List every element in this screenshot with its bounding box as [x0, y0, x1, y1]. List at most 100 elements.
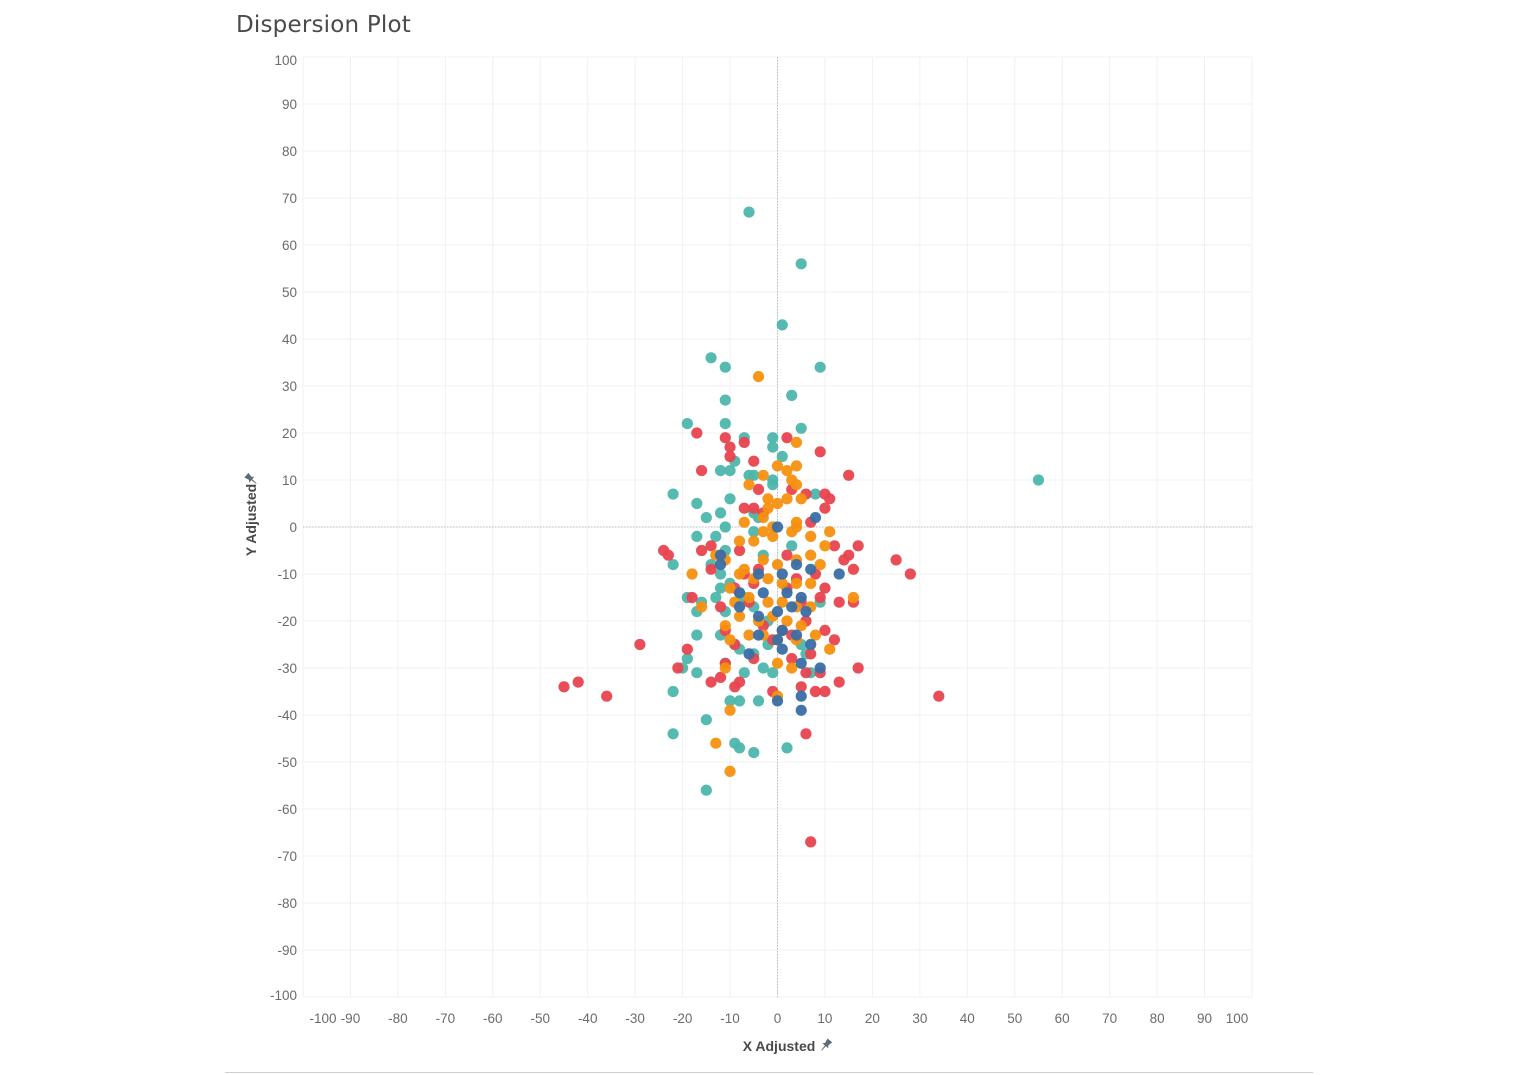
x-tick-label: 80 [1150, 1011, 1165, 1026]
data-point [795, 493, 807, 505]
x-axis-pin-icon[interactable] [818, 1038, 833, 1053]
data-point [672, 662, 684, 674]
data-point [757, 587, 769, 599]
x-tick-label: 30 [912, 1011, 927, 1026]
data-point [833, 568, 845, 580]
x-tick-label: 0 [774, 1011, 782, 1026]
data-point [757, 511, 769, 524]
data-point [805, 549, 817, 561]
y-axis-pin-icon[interactable] [244, 472, 259, 486]
data-point [786, 653, 798, 665]
data-point [767, 530, 779, 543]
data-point [824, 526, 836, 538]
data-point [819, 624, 831, 637]
y-tick-label: 100 [274, 53, 297, 68]
data-point [847, 591, 860, 604]
data-point [781, 549, 793, 561]
data-point [809, 488, 822, 500]
data-point [852, 540, 864, 552]
data-point [601, 690, 613, 702]
data-point [738, 436, 750, 448]
data-point [695, 465, 708, 477]
data-point [762, 573, 774, 585]
data-point [781, 465, 793, 477]
data-point [819, 540, 831, 552]
data-point [743, 479, 755, 491]
x-tick-label: -20 [673, 1011, 693, 1026]
data-point [790, 460, 803, 472]
y-tick-label: 20 [282, 426, 297, 441]
data-point [805, 563, 817, 575]
data-point [757, 554, 769, 566]
data-point [714, 601, 727, 613]
y-tick-label: -60 [277, 802, 297, 817]
y-tick-label: 90 [282, 97, 297, 112]
data-point [805, 648, 817, 660]
data-point [762, 493, 774, 505]
data-point [828, 540, 841, 552]
data-point [852, 662, 864, 674]
data-point [771, 695, 784, 707]
x-tick-label: 90 [1197, 1011, 1212, 1026]
data-point [634, 638, 646, 651]
data-point [781, 587, 793, 599]
data-point [719, 521, 731, 533]
x-tick-label: -80 [388, 1011, 408, 1026]
data-point [838, 554, 850, 566]
data-point [800, 728, 812, 740]
data-point [733, 676, 746, 688]
x-tick-label: 40 [960, 1011, 975, 1026]
data-point [724, 493, 736, 505]
data-point [800, 667, 812, 679]
data-point [714, 507, 727, 519]
data-point [691, 497, 703, 510]
x-tick-label: -40 [578, 1011, 598, 1026]
data-point [786, 389, 798, 401]
data-point [724, 695, 736, 707]
data-point [724, 465, 736, 477]
data-point [814, 559, 826, 571]
data-point [752, 483, 765, 495]
x-tick-label: -50 [530, 1011, 550, 1026]
data-point [757, 469, 769, 481]
data-point [748, 535, 760, 547]
data-point [752, 610, 765, 622]
data-point [724, 582, 736, 594]
data-point [795, 704, 807, 716]
series-navy [714, 511, 845, 716]
data-point [686, 568, 698, 580]
data-point [743, 591, 755, 604]
data-point [681, 418, 693, 430]
y-axis-title: Y Adjusted [243, 484, 259, 556]
data-point [691, 530, 703, 543]
data-point [814, 591, 826, 604]
data-point [847, 563, 860, 575]
data-point [781, 742, 793, 754]
data-point [752, 695, 765, 707]
data-point [795, 657, 807, 669]
data-point [790, 577, 803, 590]
data-point [705, 563, 717, 575]
data-point [691, 427, 703, 439]
x-tick-label: -100 [309, 1011, 336, 1026]
data-point [805, 530, 817, 543]
data-point [743, 206, 755, 218]
data-point [724, 450, 736, 463]
x-tick-label: 20 [865, 1011, 880, 1026]
data-point [719, 361, 731, 373]
data-point [776, 643, 788, 655]
y-tick-label: 10 [282, 473, 297, 488]
data-point [733, 601, 746, 613]
data-point [714, 559, 727, 571]
data-point [733, 610, 746, 622]
data-point [724, 634, 736, 646]
data-point [833, 676, 845, 688]
data-point [691, 667, 703, 679]
data-point [786, 662, 798, 674]
data-point [795, 690, 807, 702]
data-point [714, 568, 727, 580]
data-point [681, 643, 693, 655]
data-point [771, 460, 784, 472]
data-point [786, 601, 798, 613]
y-tick-label: -100 [270, 988, 297, 1003]
